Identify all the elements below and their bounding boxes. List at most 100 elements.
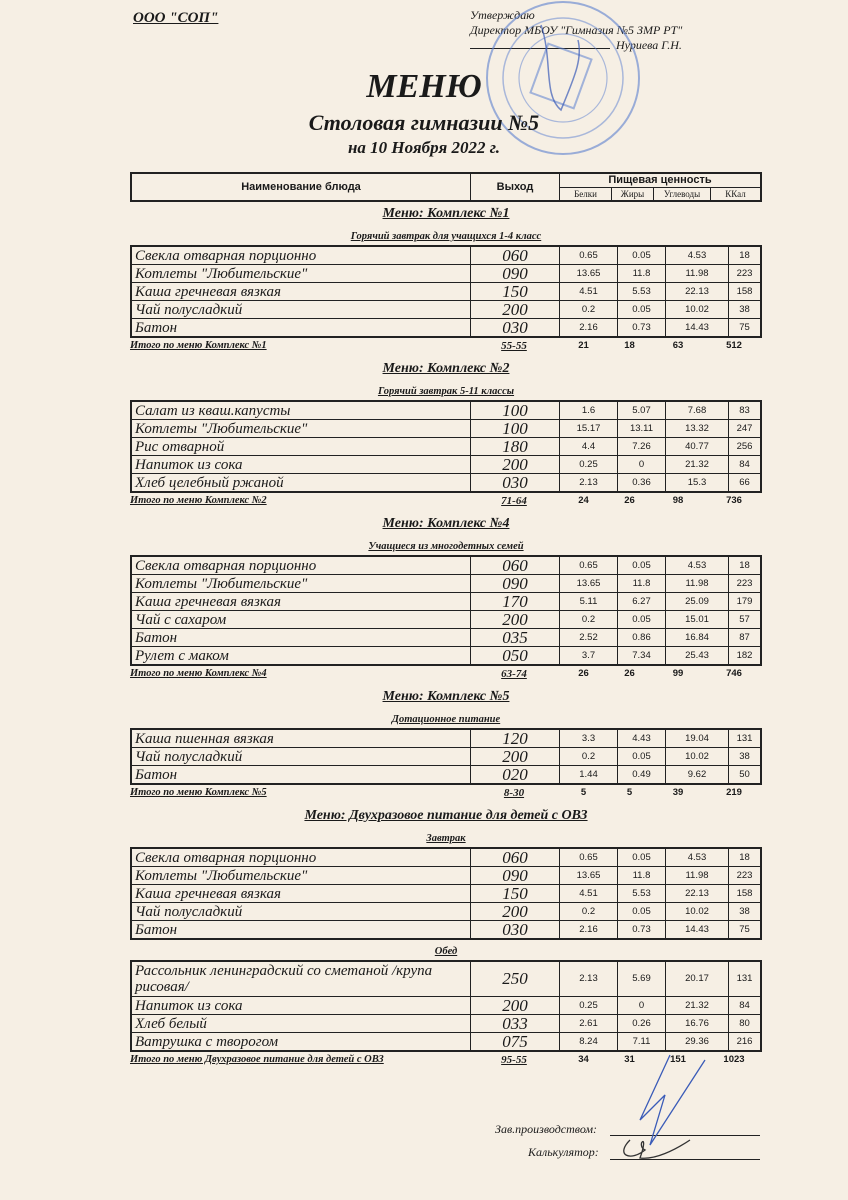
fats: 13.11 — [617, 419, 666, 438]
total-output-cell: 63-74 — [470, 666, 558, 684]
kcal: 158 — [728, 282, 762, 301]
total-output-cell: 55-55 — [470, 338, 558, 356]
dish-name: Батон — [130, 628, 471, 647]
proteins: 15.17 — [559, 419, 618, 438]
table-row: Каша гречневая вязкая 150 4.51 5.53 22.13 158 — [130, 282, 762, 301]
proteins: 5.11 — [559, 592, 618, 611]
proteins: 0.2 — [559, 300, 618, 319]
table-row: Батон 030 2.16 0.73 14.43 75 — [130, 318, 762, 338]
proteins: 1.44 — [559, 765, 618, 785]
dish-output: 100 — [470, 419, 560, 438]
table-row: Чай полусладкий 200 0.2 0.05 10.02 38 — [130, 300, 762, 319]
fats: 0.05 — [617, 610, 666, 629]
proteins: 2.13 — [559, 960, 618, 997]
total-label: Итого по меню Комплекс №4 — [130, 668, 267, 679]
total-kcal: 1023 — [723, 1054, 745, 1065]
menu-section: Меню: Комплекс №4 Учащиеся из многодетных… — [130, 513, 762, 684]
proteins: 4.51 — [559, 884, 618, 903]
fats: 4.43 — [617, 728, 666, 748]
menu-table: Свекла отварная порционно 060 0.65 0.05 4.53… — [130, 245, 762, 338]
dish-output: 033 — [470, 1014, 560, 1033]
proteins: 0.2 — [559, 747, 618, 766]
table-row: Батон 030 2.16 0.73 14.43 75 — [130, 920, 762, 940]
fats: 0.86 — [617, 628, 666, 647]
signature-icon — [623, 1054, 706, 1159]
carbs: 29.36 — [665, 1032, 729, 1052]
kcal: 57 — [728, 610, 762, 629]
total-label: Итого по меню Комплекс №2 — [130, 495, 267, 506]
fats: 7.11 — [617, 1032, 666, 1052]
group-subtitle: Учащиеся из многодетных семей — [368, 541, 524, 552]
fats: 5.53 — [617, 282, 666, 301]
fats: 0.05 — [617, 747, 666, 766]
total-carbs: 98 — [672, 495, 684, 506]
menu-section: Меню: Комплекс №1 Горячий завтрак для уча… — [130, 203, 762, 356]
carbs: 11.98 — [665, 574, 729, 593]
carbs: 4.53 — [665, 245, 729, 265]
fats: 0.05 — [617, 555, 666, 575]
dish-output: 200 — [470, 610, 560, 629]
total-proteins: 34 — [578, 1054, 589, 1065]
dish-name: Каша гречневая вязкая — [130, 282, 471, 301]
carbs: 20.17 — [665, 960, 729, 997]
dish-name: Свекла отварная порционно — [130, 245, 471, 265]
group-subtitle: Обед — [434, 946, 458, 957]
kcal: 247 — [728, 419, 762, 438]
total-kcal: 512 — [726, 340, 742, 351]
total-fats: 18 — [624, 340, 635, 351]
dish-name: Котлеты "Любительские" — [130, 264, 471, 283]
proteins: 2.61 — [559, 1014, 618, 1033]
production-head-signature-line — [610, 1135, 760, 1136]
dish-name: Рассольник ленинградский со сметаной /кр… — [130, 960, 471, 997]
table-row: Ватрушка с творогом 075 8.24 7.11 29.36 216 — [130, 1032, 762, 1052]
total-label-cell: Итого по меню Двухразовое питание для де… — [130, 1052, 470, 1070]
approval-block: Утверждаю Директор МБОУ "Гимназия №5 ЗМР… — [470, 8, 682, 53]
menu-section: Меню: Комплекс №5 Дотационное питание Каша… — [130, 686, 762, 803]
table-row: Котлеты "Любительские" 100 15.17 13.11 13.32… — [130, 419, 762, 438]
dish-output: 050 — [470, 646, 560, 666]
fats: 5.53 — [617, 884, 666, 903]
fats: 0 — [617, 455, 666, 474]
director-signature-line — [470, 48, 610, 49]
table-row: Батон 020 1.44 0.49 9.62 50 — [130, 765, 762, 785]
fats: 0.05 — [617, 902, 666, 921]
menu-table: Салат из кваш.капусты 100 1.6 5.07 7.68 83 Кот… — [130, 400, 762, 493]
dish-output: 200 — [470, 455, 560, 474]
proteins: 13.65 — [559, 574, 618, 593]
kcal: 38 — [728, 747, 762, 766]
menu-content: Меню: Комплекс №1 Горячий завтрак для уча… — [130, 203, 762, 1072]
dish-output: 060 — [470, 555, 560, 575]
section-total: Итого по меню Комплекс №4 63-74 26 26 99 746 — [130, 666, 762, 684]
kcal: 182 — [728, 646, 762, 666]
fats: 0.05 — [617, 300, 666, 319]
stamp-icon — [486, 1, 640, 155]
total-label-cell: Итого по меню Комплекс №5 — [130, 785, 470, 803]
carbs: 22.13 — [665, 282, 729, 301]
dish-output: 060 — [470, 245, 560, 265]
menu-section: Меню: Двухразовое питание для детей с ОВ… — [130, 805, 762, 1070]
table-row: Каша пшенная вязкая 120 3.3 4.43 19.04 131 — [130, 728, 762, 748]
kcal: 38 — [728, 300, 762, 319]
kcal: 84 — [728, 996, 762, 1015]
section-title: Меню: Комплекс №4 — [382, 516, 510, 531]
proteins: 13.65 — [559, 866, 618, 885]
header-output: Выход — [471, 174, 560, 200]
total-proteins: 21 — [578, 340, 589, 351]
dish-name: Чай полусладкий — [130, 747, 471, 766]
proteins: 2.16 — [559, 318, 618, 338]
table-row: Салат из кваш.капусты 100 1.6 5.07 7.68 83 — [130, 400, 762, 420]
carbs: 40.77 — [665, 437, 729, 456]
kcal: 131 — [728, 960, 762, 997]
dish-name: Напиток из сока — [130, 455, 471, 474]
dish-name: Хлеб белый — [130, 1014, 471, 1033]
carbs: 21.32 — [665, 996, 729, 1015]
dish-output: 150 — [470, 282, 560, 301]
dish-output: 090 — [470, 866, 560, 885]
total-output-cell: 8-30 — [470, 785, 558, 803]
proteins: 0.65 — [559, 245, 618, 265]
header-carbs: Углеводы — [654, 188, 711, 200]
table-row: Котлеты "Любительские" 090 13.65 11.8 11.98 2… — [130, 866, 762, 885]
total-output: 55-55 — [501, 340, 527, 352]
proteins: 0.65 — [559, 847, 618, 867]
table-row: Рис отварной 180 4.4 7.26 40.77 256 — [130, 437, 762, 456]
